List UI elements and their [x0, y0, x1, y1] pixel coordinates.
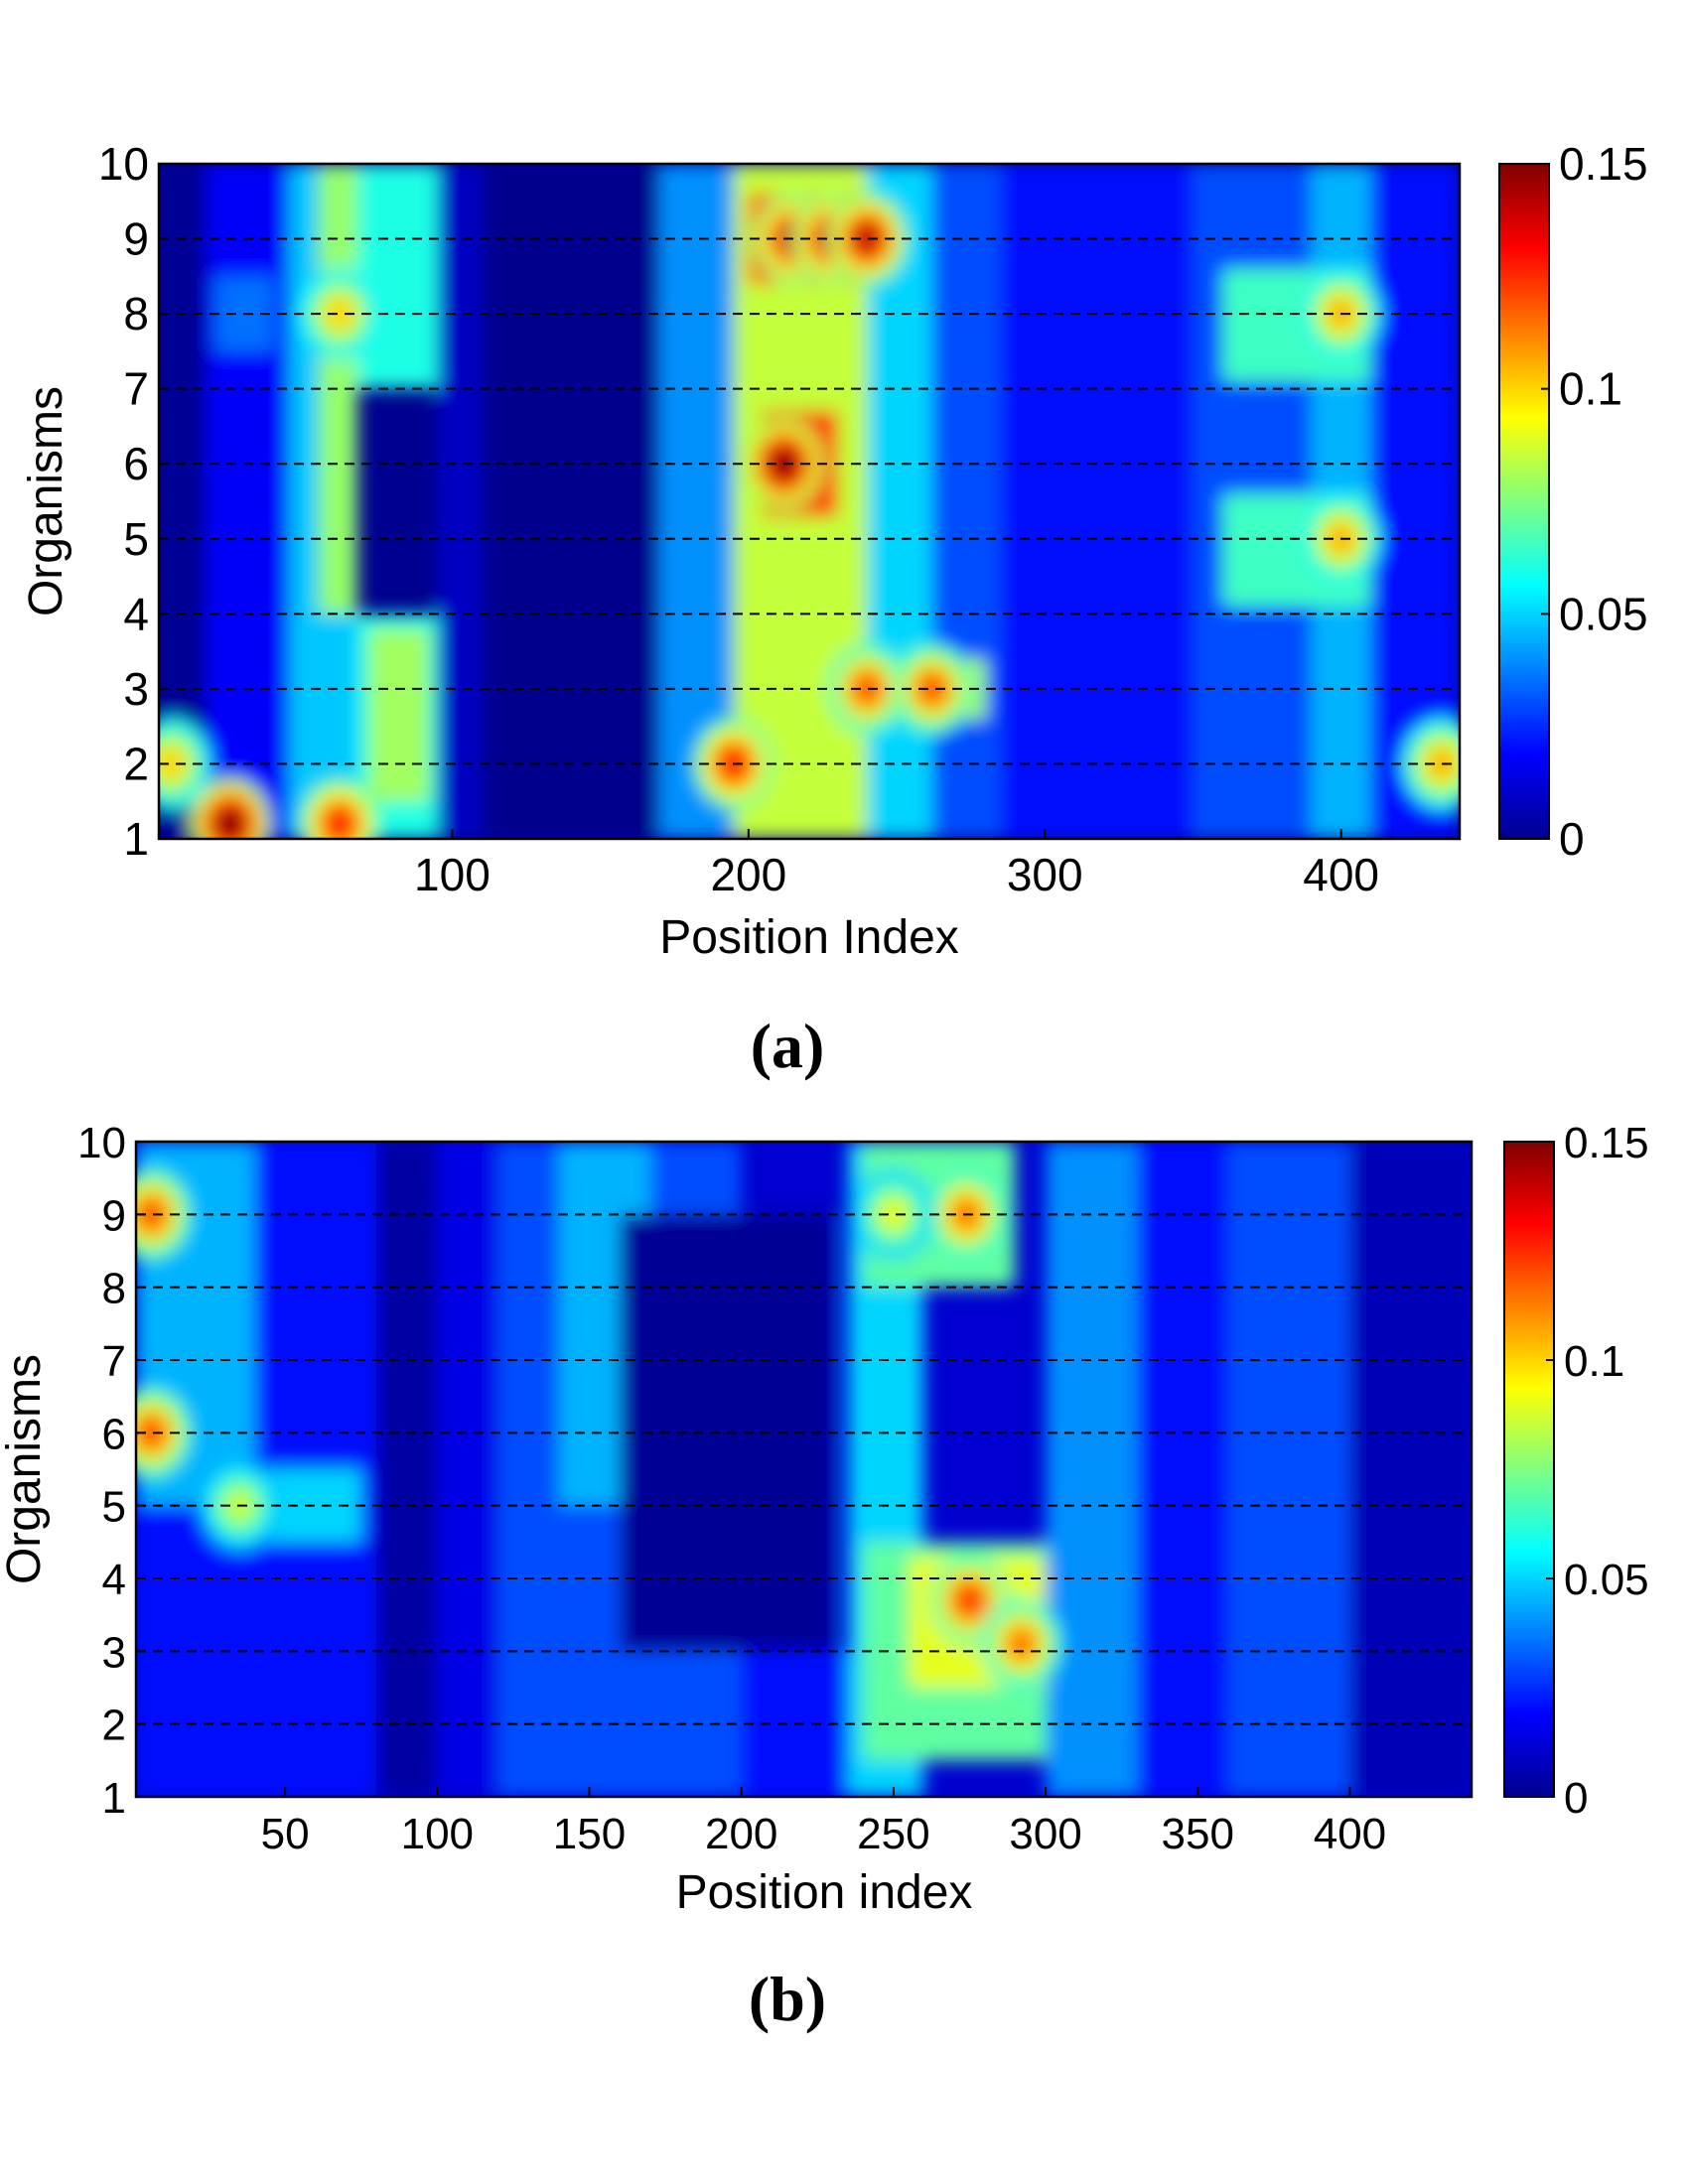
heatmap-region [1349, 1142, 1472, 1797]
y-tick-label: 8 [102, 1265, 126, 1313]
heatmap-region [1000, 164, 1194, 839]
colorbar-gradient [1498, 163, 1550, 840]
plot-frame [134, 1140, 1474, 1799]
x-tick-label: 200 [710, 849, 786, 900]
x-tick-label: 100 [401, 1810, 474, 1858]
x-tick-label: 400 [1303, 849, 1379, 900]
heatmap-hotspot [879, 1198, 909, 1231]
colorbar: 0 0.05 0.1 0.15 [1498, 138, 1648, 865]
x-tick-labels: 50 100 150 200 250 300 350 400 [261, 1787, 1386, 1858]
y-tick-label: 4 [102, 1556, 126, 1604]
y-tick-label: 3 [102, 1628, 126, 1677]
heatmap-hotspot [954, 1584, 984, 1616]
x-tick-label: 200 [705, 1810, 777, 1858]
y-tick-label: 2 [123, 738, 149, 789]
heatmap-cells [136, 1142, 1472, 1797]
y-tick-label: 5 [123, 513, 149, 565]
grid-lines [159, 237, 1460, 765]
heatmap-region [376, 1142, 438, 1797]
heatmap-region [482, 164, 660, 839]
heatmap-hotspot [159, 748, 186, 780]
y-tick-label: 6 [102, 1410, 126, 1458]
colorbar-tick-label: 0.15 [1559, 138, 1648, 190]
heatmap-hotspot [852, 672, 882, 705]
heatmap-region [206, 164, 290, 839]
heatmap-region [931, 164, 1001, 839]
x-tick-label: 250 [857, 1810, 929, 1858]
heatmap-hotspot [136, 1417, 166, 1449]
heatmap-region [356, 164, 438, 389]
heatmap-region [1046, 1142, 1137, 1797]
y-tick-label: 1 [123, 813, 149, 865]
heatmap-hotspot [917, 672, 947, 705]
y-tick-labels: 1 2 3 4 5 6 7 8 9 10 [98, 138, 169, 865]
x-tick-label: 100 [414, 849, 491, 900]
colorbar: 0 0.05 0.1 0.15 [1503, 1119, 1649, 1823]
heatmap-hotspot [325, 807, 354, 839]
plot-frame [157, 162, 1462, 841]
colorbar-tick-label: 0 [1559, 813, 1585, 865]
x-tick-label: 300 [1009, 1810, 1081, 1858]
x-tick-label: 150 [553, 1810, 626, 1858]
heatmap-region [368, 628, 429, 802]
y-tick-label: 10 [77, 1119, 126, 1167]
x-tick-label: 400 [1314, 1810, 1386, 1858]
grid-lines [136, 1213, 1472, 1725]
heatmap-hotspot [215, 807, 245, 839]
heatmap-region [437, 164, 483, 839]
y-tick-label: 3 [123, 663, 149, 715]
heatmap-hotspot [325, 298, 354, 331]
x-tick-label: 350 [1162, 1810, 1234, 1858]
heatmap-hotspot [1007, 1628, 1037, 1660]
y-tick-label: 7 [102, 1337, 126, 1386]
y-tick-label: 8 [123, 288, 149, 340]
heatmap-cells [159, 164, 1460, 839]
x-axis-label: Position Index [659, 911, 959, 964]
y-tick-label: 9 [123, 213, 149, 265]
y-tick-label: 10 [98, 138, 149, 190]
x-tick-labels: 100 200 300 400 [414, 829, 1379, 900]
y-tick-label: 4 [123, 588, 149, 639]
colorbar-tick-label: 0.1 [1559, 363, 1622, 415]
heatmap-region [437, 1142, 498, 1797]
y-tick-label: 9 [102, 1191, 126, 1240]
heatmap-plot-area [157, 162, 1462, 841]
y-tick-label: 1 [102, 1774, 126, 1823]
colorbar-tick-label: 0 [1564, 1774, 1588, 1823]
colorbar-tick-label: 0.05 [1564, 1556, 1649, 1604]
colorbar-tick-label: 0.05 [1559, 588, 1648, 639]
colorbar-tick-label: 0.1 [1564, 1337, 1624, 1386]
colorbar-gradient [1503, 1141, 1555, 1798]
y-tick-labels: 1 2 3 4 5 6 7 8 9 10 [77, 1119, 146, 1823]
heatmap-panel-b: 50 100 150 200 250 300 350 400 1 2 3 4 5 6 7 8 9 10 Posi… [0, 1119, 1649, 2034]
colorbar-tick-label: 0.15 [1564, 1119, 1649, 1167]
y-tick-label: 5 [102, 1483, 126, 1532]
y-tick-label: 2 [102, 1702, 126, 1750]
heatmap-region [1227, 1142, 1350, 1797]
y-axis-label: Organisms [0, 1354, 51, 1584]
x-tick-label: 300 [1007, 849, 1083, 900]
colorbar-tick-labels: 0 0.05 0.1 0.15 [1541, 138, 1648, 865]
y-axis-label: Organisms [20, 386, 72, 616]
y-tick-label: 6 [123, 438, 149, 489]
panel-label-a: (a) [751, 1011, 825, 1081]
heatmap-region [1136, 1142, 1228, 1797]
x-axis-label: Position index [676, 1866, 973, 1919]
x-tick-label: 50 [261, 1810, 310, 1858]
heatmap-plot-area [134, 1140, 1474, 1799]
heatmap-hotspot [852, 222, 882, 255]
panel-label-b: (b) [749, 1964, 826, 2034]
heatmap-hotspot [136, 1198, 166, 1231]
y-tick-label: 7 [123, 363, 149, 415]
colorbar-tick-labels: 0 0.05 0.1 0.15 [1546, 1119, 1649, 1823]
